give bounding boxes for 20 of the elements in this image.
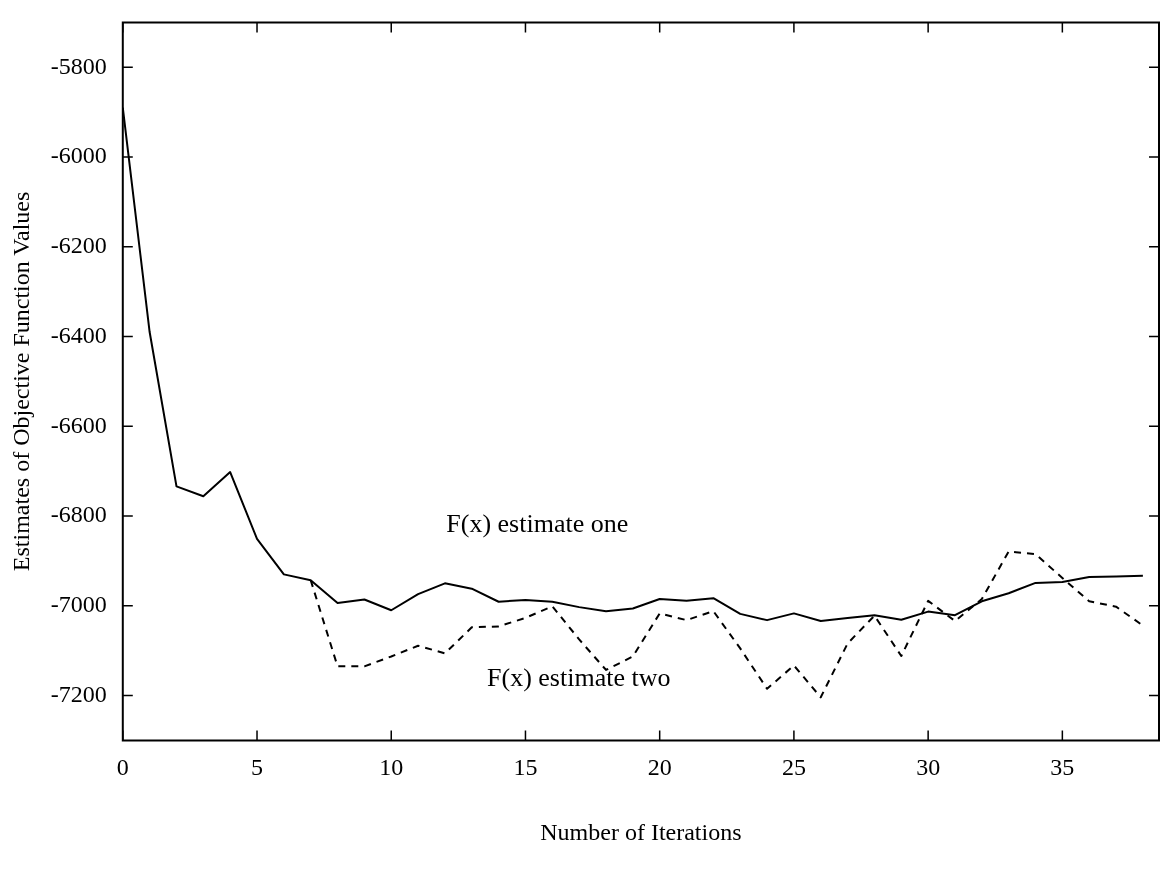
- x-tick-label: 25: [781, 754, 806, 781]
- x-tick-label: 5: [251, 754, 264, 781]
- x-tick-label: 20: [647, 754, 672, 781]
- series-label: F(x) estimate one: [446, 508, 629, 538]
- y-tick-label: -6600: [50, 411, 107, 438]
- x-tick-label: 10: [379, 754, 404, 781]
- x-axis-title: Number of Iterations: [540, 818, 742, 845]
- y-tick-label: -6400: [50, 321, 107, 348]
- x-tick-label: 30: [916, 754, 941, 781]
- y-tick-label: -6200: [50, 232, 107, 259]
- y-tick-label: -7000: [50, 591, 107, 618]
- y-tick-label: -6800: [50, 501, 107, 528]
- x-tick-label: 0: [116, 754, 129, 781]
- y-tick-label: -5800: [50, 52, 107, 79]
- x-tick-label: 15: [513, 754, 538, 781]
- y-tick-label: -6000: [50, 142, 107, 169]
- y-tick-label: -7200: [50, 680, 107, 707]
- x-tick-label: 35: [1050, 754, 1075, 781]
- series-label: F(x) estimate two: [487, 663, 671, 693]
- y-axis-title: Estimates of Objective Function Values: [7, 191, 34, 572]
